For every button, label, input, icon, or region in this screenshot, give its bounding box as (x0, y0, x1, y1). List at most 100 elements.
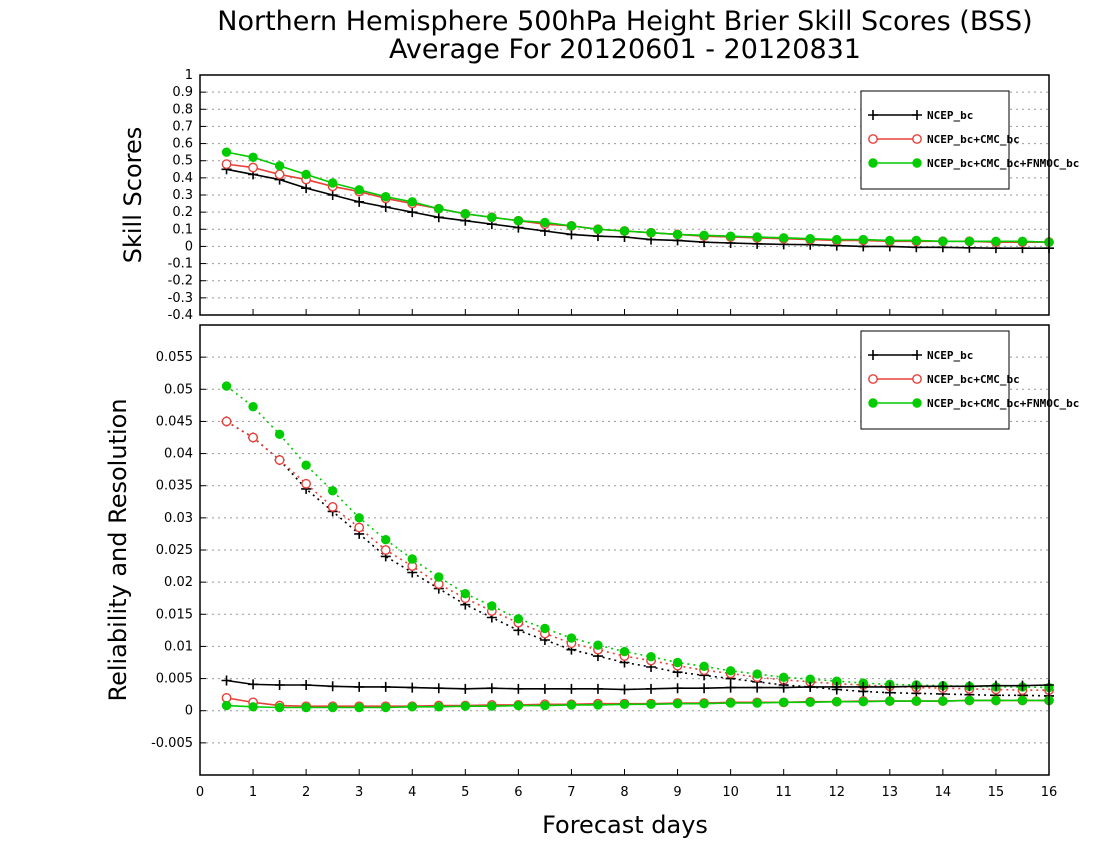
top-y-tick-label: 0.3 (172, 188, 193, 203)
bottom-series-line-resolution-0 (226, 420, 1050, 697)
bottom-data-point (858, 697, 868, 707)
top-data-point (646, 228, 656, 238)
top-data-point (487, 212, 497, 222)
top-y-tick-label: 0.8 (172, 102, 193, 117)
top-data-point (566, 221, 577, 231)
top-data-point (699, 230, 709, 240)
bottom-legend-marker (868, 398, 878, 408)
top-data-point (274, 169, 285, 180)
top-legend-box (860, 90, 1010, 190)
bottom-y-tick-label: 0.04 (164, 447, 193, 462)
x-tick-label: 6 (514, 785, 522, 800)
bottom-data-point (301, 460, 311, 470)
bottom-legend: NCEP_bc NCEP_bc+CMC_bc NCEP_bc+CMC_bc+FNMO… (860, 330, 1079, 430)
bottom-data-point (486, 683, 497, 694)
top-legend-label: NCEP_bc (927, 109, 973, 122)
bottom-data-point (725, 666, 736, 676)
reliability-resolution-panel: -0.005 0 0.005 0.01 0.015 0.02 0.025 0.03 0.035 0… (151, 324, 1079, 800)
bottom-data-point (937, 681, 948, 692)
top-y-tick-label: 0.7 (172, 119, 193, 134)
top-y-tick-label: 1 (185, 68, 193, 83)
top-y-tick-label: 0.2 (172, 205, 193, 220)
x-tick-label: 3 (355, 785, 363, 800)
bottom-data-point (354, 522, 365, 533)
bottom-data-point (832, 697, 842, 707)
bottom-y-tick-label: 0.055 (156, 350, 193, 365)
bottom-data-point (805, 697, 815, 708)
skill-scores-panel: -0.4 -0.3 -0.2 -0.1 0 0.1 0.2 0.3 0.4 0.5 0.6 0.7 0.… (168, 68, 1080, 323)
bottom-data-point (778, 682, 789, 693)
bottom-data-point (513, 614, 524, 624)
bottom-legend-label: NCEP_bc (927, 349, 973, 362)
bottom-data-point (964, 681, 975, 692)
bottom-data-point (699, 683, 710, 694)
top-data-point (407, 207, 418, 218)
x-tick-label: 9 (673, 785, 681, 800)
top-data-point (354, 196, 365, 207)
bottom-data-point (274, 429, 285, 439)
bottom-data-point (434, 572, 444, 582)
top-data-point (991, 236, 1001, 246)
top-data-point (434, 204, 444, 214)
bottom-y-tick-label: 0.05 (164, 382, 193, 397)
bottom-data-point (327, 502, 338, 512)
bottom-data-point (274, 702, 285, 713)
top-data-point (566, 229, 577, 240)
bottom-data-point (381, 702, 391, 713)
top-y-tick-label: 0 (185, 239, 193, 254)
top-y-tick-label: 0.1 (172, 222, 193, 237)
bottom-y-tick-label: -0.005 (151, 736, 193, 751)
bottom-data-point (274, 455, 285, 465)
x-tick-label: 4 (408, 785, 416, 800)
top-data-point (380, 202, 391, 212)
bottom-data-point (619, 646, 630, 657)
top-data-point (752, 232, 762, 242)
top-data-point (805, 234, 815, 244)
bottom-data-point (831, 681, 842, 692)
bottom-data-point (221, 700, 232, 711)
bottom-data-point (433, 683, 444, 694)
top-data-point (301, 183, 312, 194)
top-y-tick-label: 0.5 (172, 154, 193, 169)
bottom-data-point (805, 681, 816, 692)
top-y-tick-label: 0.6 (172, 137, 193, 152)
bottom-data-point (248, 432, 258, 443)
top-y-tick-label: 0.4 (172, 171, 193, 186)
bottom-data-point (540, 700, 550, 711)
bottom-data-point (911, 696, 922, 706)
bottom-data-point (911, 681, 922, 692)
bottom-data-point (672, 657, 683, 668)
top-data-point (301, 169, 311, 180)
bottom-data-point (407, 682, 418, 693)
bottom-data-point (301, 680, 312, 690)
top-y-tick-label: -0.1 (168, 257, 193, 272)
top-data-point (460, 209, 471, 219)
x-tick-label: 15 (988, 785, 1005, 800)
top-data-point (619, 226, 630, 236)
top-data-point (221, 147, 232, 157)
top-data-point (672, 229, 683, 240)
bottom-data-point (1017, 680, 1028, 691)
x-tick-label: 2 (302, 785, 310, 800)
bottom-data-point (778, 672, 789, 682)
bottom-data-point (566, 683, 577, 694)
bottom-data-point (407, 702, 417, 712)
x-tick-label: 7 (567, 785, 575, 800)
top-data-point (778, 233, 789, 243)
bottom-y-tick-label: 0 (185, 704, 193, 719)
bottom-legend-label: NCEP_bc+CMC_bc+FNMOC_bc (927, 397, 1079, 410)
chart-title-line2: Average For 20120601 - 20120831 (389, 34, 861, 65)
bottom-data-point (646, 652, 656, 662)
top-data-point (381, 192, 391, 202)
bottom-data-point (699, 698, 709, 709)
bottom-data-point (752, 682, 763, 693)
bottom-data-point (1017, 695, 1028, 706)
top-data-point (858, 234, 868, 245)
top-legend-marker (868, 110, 878, 120)
bottom-data-point (540, 623, 550, 634)
top-data-point (354, 185, 364, 195)
top-legend-marker (912, 110, 922, 120)
bottom-data-point (221, 692, 232, 703)
bottom-y-tick-label: 0.025 (156, 543, 193, 558)
top-legend-label: NCEP_bc+CMC_bc+FNMOC_bc (927, 157, 1079, 170)
